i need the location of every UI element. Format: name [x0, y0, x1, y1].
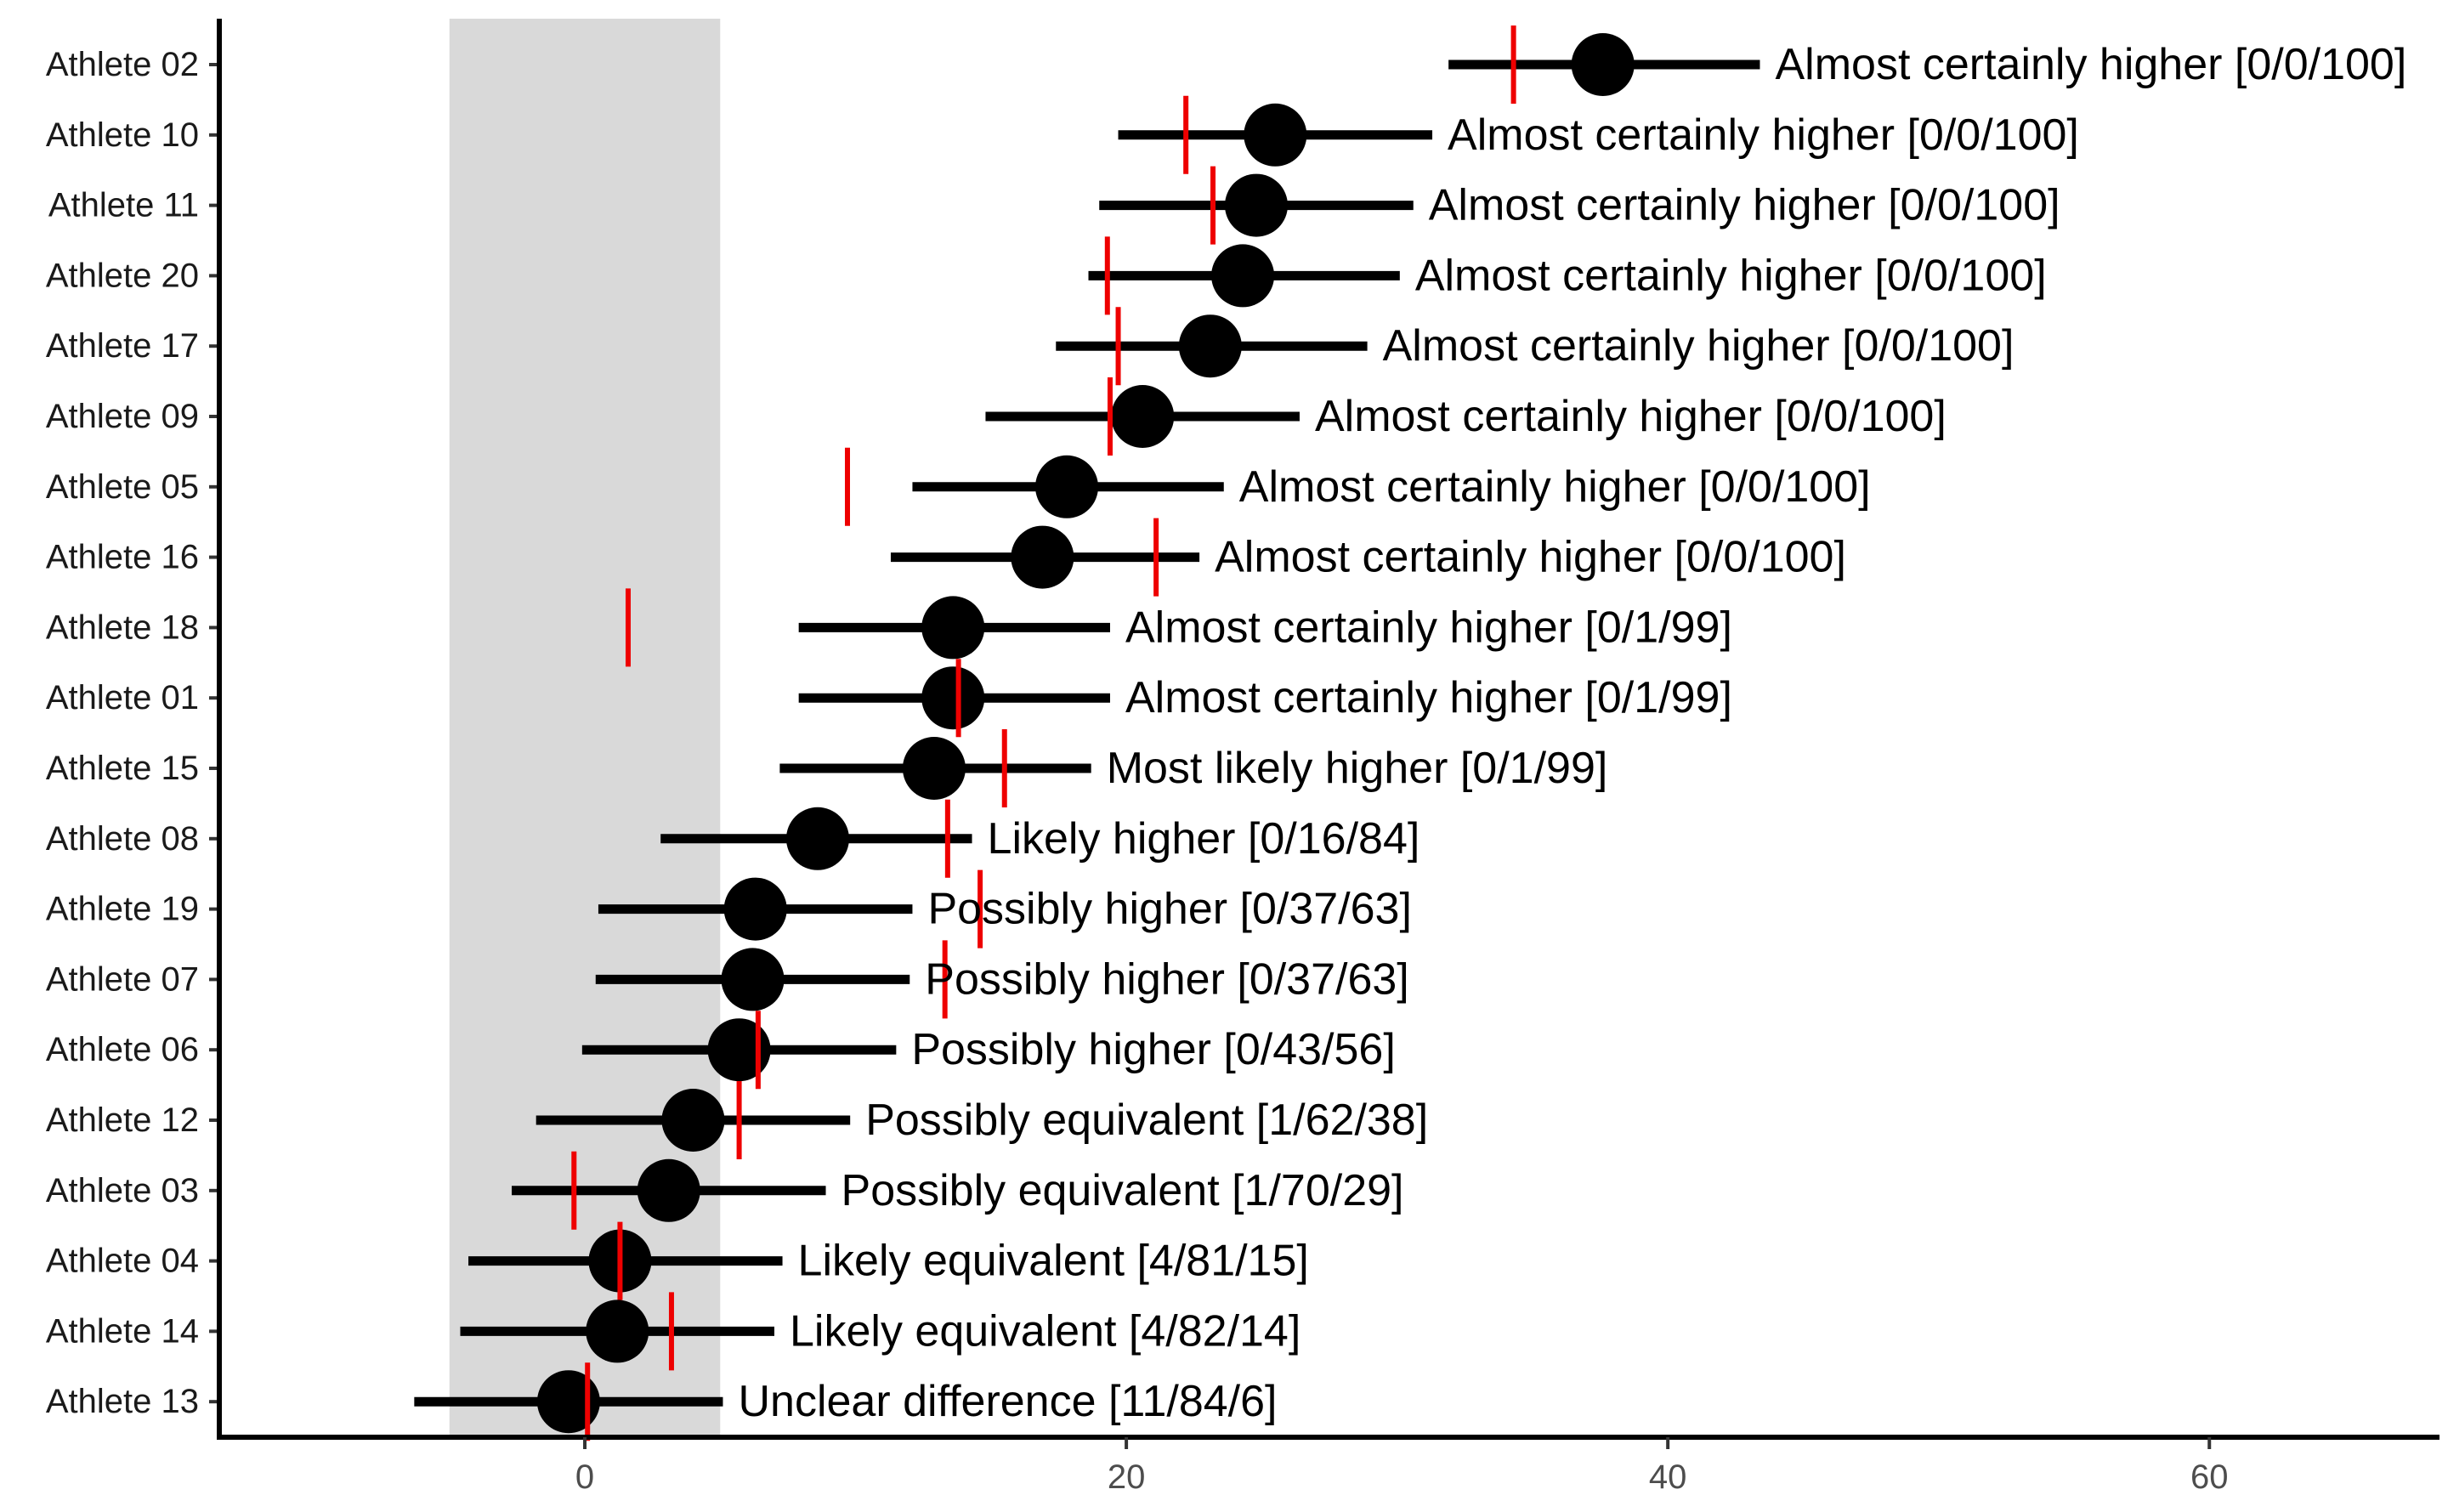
athlete-row: Athlete 01 Almost certainly higher [0/1/9…	[46, 659, 1732, 738]
athlete-row: Athlete 17 Almost certainly higher [0/0/1…	[46, 307, 2014, 386]
athlete-row: Athlete 06 Possibly higher [0/43/56]	[46, 1011, 1396, 1090]
inference-label: Almost certainly higher [0/0/100]	[1775, 40, 2406, 89]
athlete-name: Athlete 04	[46, 1243, 199, 1280]
athlete-row: Athlete 11 Almost certainly higher [0/0/1…	[48, 166, 2060, 245]
athlete-row: Athlete 03 Possibly equivalent [1/70/29]	[46, 1151, 1404, 1230]
athlete-name: Athlete 01	[46, 679, 199, 716]
inference-label: Likely equivalent [4/82/14]	[790, 1306, 1300, 1356]
athlete-row: Athlete 13 Unclear difference [11/84/6]	[46, 1362, 1278, 1441]
point-estimate	[1111, 385, 1175, 448]
point-estimate	[1244, 103, 1307, 167]
inference-label: Almost certainly higher [0/1/99]	[1125, 673, 1732, 722]
inference-label: Almost certainly higher [0/0/100]	[1239, 462, 1871, 512]
point-estimate	[536, 1370, 600, 1434]
athlete-rows: Athlete 02 Almost certainly higher [0/0/1…	[46, 25, 2406, 1441]
inference-label: Possibly equivalent [1/70/29]	[842, 1166, 1404, 1215]
athlete-name: Athlete 08	[46, 820, 199, 858]
x-tick-label: 60	[2190, 1458, 2229, 1496]
inference-label: Almost certainly higher [0/0/100]	[1215, 533, 1846, 582]
athlete-name: Athlete 02	[46, 46, 199, 83]
inference-label: Possibly higher [0/37/63]	[927, 885, 1411, 934]
inference-label: Unclear difference [11/84/6]	[738, 1377, 1277, 1426]
inference-label: Almost certainly higher [0/0/100]	[1415, 251, 2047, 300]
inference-label: Possibly equivalent [1/62/38]	[865, 1096, 1428, 1145]
point-estimate	[902, 737, 966, 800]
athlete-name: Athlete 17	[46, 327, 199, 365]
inference-label: Possibly higher [0/37/63]	[925, 954, 1408, 1004]
athlete-row: Athlete 12 Possibly equivalent [1/62/38]	[46, 1081, 1428, 1159]
athlete-row: Athlete 08 Likely higher [0/16/84]	[46, 799, 1420, 878]
inference-label: Almost certainly higher [0/0/100]	[1429, 181, 2060, 230]
point-estimate	[1035, 455, 1099, 518]
point-estimate	[586, 1300, 649, 1363]
inference-label: Likely higher [0/16/84]	[988, 814, 1420, 864]
athlete-row: Athlete 14 Likely equivalent [4/82/14]	[46, 1292, 1300, 1371]
equivalence-band	[449, 19, 721, 1437]
athlete-row: Athlete 09 Almost certainly higher [0/0/1…	[46, 377, 1946, 456]
athlete-name: Athlete 10	[46, 116, 199, 154]
athlete-name: Athlete 09	[46, 398, 199, 435]
x-tick-label: 0	[575, 1458, 594, 1496]
athlete-name: Athlete 16	[46, 539, 199, 576]
athlete-name: Athlete 19	[46, 891, 199, 928]
athlete-name: Athlete 15	[46, 750, 199, 787]
inference-label: Possibly higher [0/43/56]	[911, 1025, 1395, 1074]
athlete-row: Athlete 16 Almost certainly higher [0/0/1…	[46, 518, 1846, 597]
inference-label: Almost certainly higher [0/0/100]	[1448, 110, 2079, 160]
point-estimate	[785, 807, 849, 870]
x-tick-label: 40	[1649, 1458, 1687, 1496]
point-estimate	[721, 948, 785, 1011]
point-estimate	[1211, 244, 1275, 308]
point-estimate	[661, 1089, 725, 1152]
athlete-row: Athlete 10 Almost certainly higher [0/0/1…	[46, 95, 2079, 174]
athlete-row: Athlete 04 Likely equivalent [4/81/15]	[46, 1221, 1309, 1300]
point-estimate	[1178, 314, 1242, 378]
point-estimate	[921, 666, 985, 730]
athlete-name: Athlete 06	[46, 1031, 199, 1068]
x-tick-label: 20	[1108, 1458, 1146, 1496]
point-estimate	[707, 1018, 771, 1082]
athlete-row: Athlete 19 Possibly higher [0/37/63]	[46, 869, 1412, 949]
athlete-row: Athlete 02 Almost certainly higher [0/0/1…	[46, 25, 2406, 104]
athlete-name: Athlete 14	[46, 1312, 199, 1350]
athlete-name: Athlete 18	[46, 609, 199, 646]
athlete-name: Athlete 20	[46, 257, 199, 294]
athlete-row: Athlete 18 Almost certainly higher [0/1/9…	[46, 588, 1732, 667]
point-estimate	[637, 1158, 700, 1222]
point-estimate	[1571, 33, 1635, 96]
point-estimate	[723, 877, 787, 941]
athlete-row: Athlete 20 Almost certainly higher [0/0/1…	[46, 236, 2047, 315]
axes: 0 20 40 60	[217, 19, 2440, 1496]
athlete-row: Athlete 15 Most likely higher [0/1/99]	[46, 729, 1607, 807]
athlete-name: Athlete 12	[46, 1101, 199, 1139]
athlete-row: Athlete 05 Almost certainly higher [0/0/1…	[46, 447, 1871, 526]
point-estimate	[1224, 173, 1288, 237]
inference-label: Most likely higher [0/1/99]	[1107, 744, 1608, 793]
inference-label: Almost certainly higher [0/0/100]	[1383, 321, 2014, 371]
athlete-name: Athlete 03	[46, 1172, 199, 1209]
inference-label: Almost certainly higher [0/0/100]	[1315, 392, 1946, 441]
athlete-name: Athlete 11	[48, 187, 199, 224]
point-estimate	[1011, 525, 1074, 589]
x-axis-ticks: 0 20 40 60	[575, 1437, 2229, 1496]
inference-label: Almost certainly higher [0/1/99]	[1125, 603, 1732, 652]
inference-label: Likely equivalent [4/81/15]	[798, 1237, 1309, 1286]
athlete-name: Athlete 05	[46, 468, 199, 506]
athlete-name: Athlete 07	[46, 960, 199, 998]
athlete-name: Athlete 13	[46, 1383, 199, 1420]
point-estimate	[921, 596, 985, 660]
athlete-row: Athlete 07 Possibly higher [0/37/63]	[46, 940, 1409, 1019]
